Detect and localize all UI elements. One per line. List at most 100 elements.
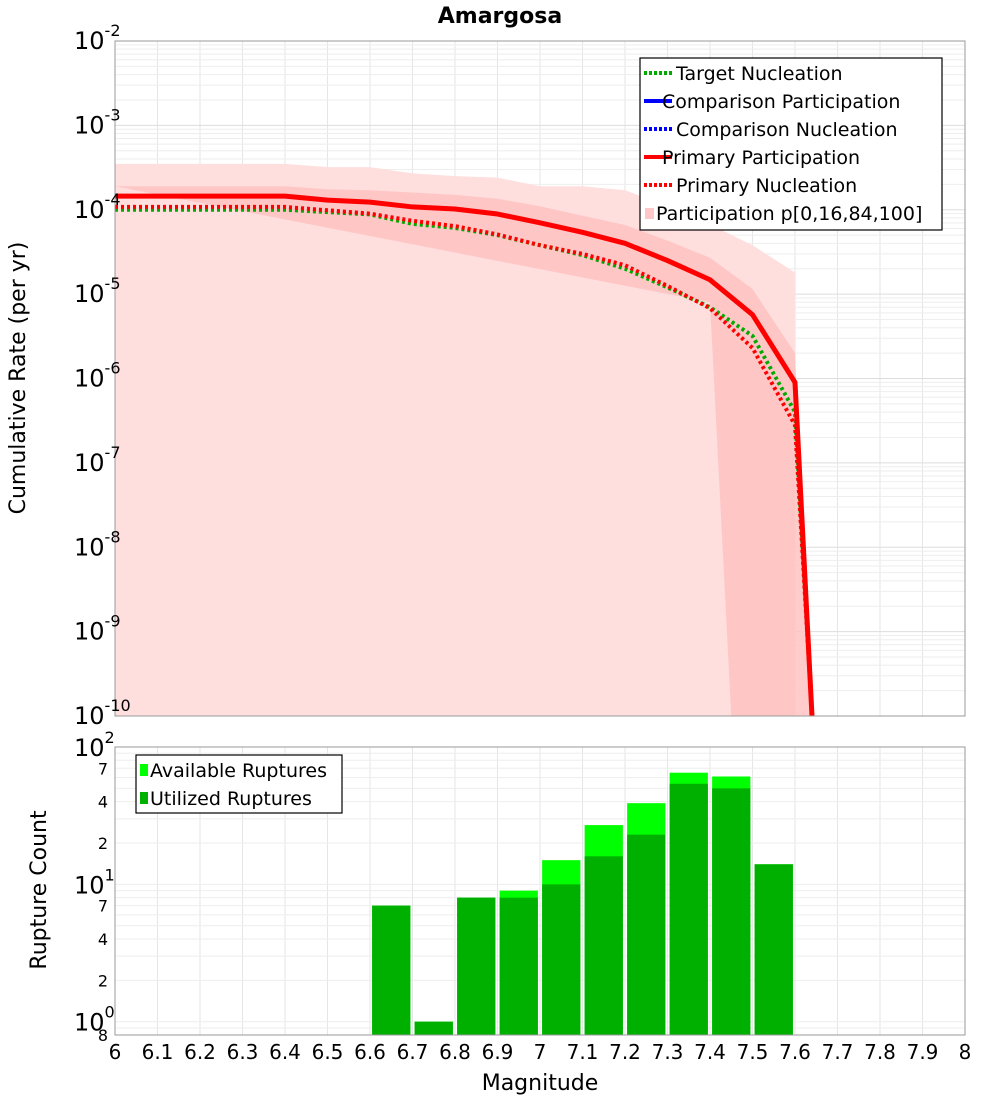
legend-label: Target Nucleation	[675, 63, 843, 85]
x-tick-label: 6.6	[354, 1040, 386, 1064]
y-tick-exponent: -2	[105, 21, 121, 40]
bar-utilized-ruptures	[712, 788, 751, 1035]
y-tick-exponent: -7	[105, 443, 121, 462]
y-tick-exponent: -3	[105, 105, 121, 124]
top-y-tick-label: 10-8	[74, 527, 121, 561]
top-legend: Target Nucleation Comparison Participatio…	[639, 57, 943, 231]
legend-label: Comparison Nucleation	[676, 119, 898, 141]
bar-utilized-ruptures	[542, 884, 581, 1035]
bottom-y-tick-label: 7	[98, 759, 108, 778]
bottom-y-tick-label: 2	[98, 834, 108, 853]
top-y-tick-label: 10-7	[74, 443, 121, 477]
top-y-ticks: 10-210-310-410-510-610-710-810-910-10	[74, 21, 131, 730]
bottom-y-tick-label: 2	[98, 971, 108, 990]
x-tick-label: 7.6	[779, 1040, 811, 1064]
top-y-axis-label: Cumulative Rate (per yr)	[6, 242, 31, 515]
x-tick-label: 7.3	[652, 1040, 684, 1064]
bottom-y-tick-label: 4	[98, 793, 108, 812]
x-tick-label: 7.5	[737, 1040, 769, 1064]
top-y-tick-label: 10-2	[74, 21, 121, 55]
bar-utilized-ruptures	[584, 856, 623, 1035]
bottom-y-axis-label: Rupture Count	[27, 810, 52, 970]
legend-label: Primary Nucleation	[676, 175, 857, 197]
x-tick-label: 6	[109, 1040, 122, 1064]
y-tick-exponent: -8	[105, 527, 121, 546]
bottom-plot-frame	[114, 746, 966, 1036]
legend-swatch	[140, 792, 148, 804]
band-p16-p84	[115, 186, 812, 716]
band-p0-p100	[115, 163, 795, 717]
y-tick-exponent: -10	[105, 696, 131, 715]
bar-utilized-ruptures	[627, 834, 666, 1035]
bottom-y-tick-label: 8	[98, 1026, 108, 1045]
y-tick-base: 10	[74, 111, 105, 139]
x-tick-label: 8	[959, 1040, 972, 1064]
top-lines	[115, 193, 815, 717]
legend-label: Primary Participation	[662, 147, 860, 169]
legend-label: Available Ruptures	[150, 760, 327, 782]
y-tick-exponent: -9	[105, 612, 121, 631]
x-axis-label: Magnitude	[482, 1071, 599, 1096]
legend-swatch	[140, 764, 148, 776]
x-tick-label: 7.2	[609, 1040, 641, 1064]
bottom-bars	[372, 772, 793, 1035]
x-tick-label: 6.7	[397, 1040, 429, 1064]
x-tick-label: 7	[534, 1040, 547, 1064]
bar-utilized-ruptures	[414, 1021, 453, 1035]
x-tick-label: 7.7	[822, 1040, 854, 1064]
top-y-tick-label: 10-10	[74, 696, 131, 730]
legend-box	[639, 57, 943, 231]
x-tick-label: 7.1	[567, 1040, 599, 1064]
top-y-tick-label: 10-5	[74, 274, 121, 308]
legend-label: Comparison Participation	[662, 91, 900, 113]
legend-label: Participation p[0,16,84,100]	[656, 203, 922, 225]
top-y-tick-label: 10-4	[74, 190, 121, 224]
x-tick-label: 6.3	[227, 1040, 259, 1064]
x-tick-label: 6.2	[184, 1040, 216, 1064]
bottom-y-tick-label: 102	[74, 728, 115, 762]
y-tick-base: 10	[74, 280, 105, 308]
y-tick-base: 10	[74, 365, 105, 393]
bottom-legend: Available Ruptures Utilized Ruptures	[135, 754, 343, 814]
y-tick-exponent: 0	[105, 1003, 115, 1022]
x-tick-label: 6.4	[269, 1040, 301, 1064]
top-bands	[115, 163, 812, 717]
bar-utilized-ruptures	[669, 783, 708, 1035]
y-tick-base: 10	[74, 533, 105, 561]
legend-label: Utilized Ruptures	[150, 788, 312, 810]
y-tick-exponent: -6	[105, 359, 121, 378]
y-tick-exponent: 2	[105, 728, 115, 747]
y-tick-base: 10	[74, 618, 105, 646]
x-ticks: 6 6.1 6.2 6.3 6.4 6.5 6.6 6.7 6.8 6.9 7 7.1 7.2 7.3 7.…	[109, 1040, 972, 1064]
bottom-y-tick-label: 7	[98, 897, 108, 916]
bar-utilized-ruptures	[457, 897, 496, 1035]
top-plot-frame	[114, 40, 966, 717]
y-tick-base: 10	[74, 702, 105, 730]
x-tick-label: 6.9	[482, 1040, 514, 1064]
series-line-primary-participation	[115, 193, 815, 717]
y-tick-base: 10	[74, 27, 105, 55]
y-tick-exponent: -4	[105, 190, 121, 209]
x-tick-label: 6.1	[142, 1040, 174, 1064]
y-tick-base: 10	[74, 734, 105, 762]
top-y-tick-label: 10-9	[74, 612, 121, 646]
bar-utilized-ruptures	[372, 905, 411, 1035]
chart-title: Amargosa	[438, 4, 562, 29]
legend-box	[135, 754, 343, 814]
bar-utilized-ruptures	[499, 897, 538, 1035]
y-tick-base: 10	[74, 871, 105, 899]
y-tick-base: 10	[74, 196, 105, 224]
bottom-y-tick-label: 4	[98, 930, 108, 949]
x-tick-label: 6.5	[312, 1040, 344, 1064]
y-tick-exponent: -5	[105, 274, 121, 293]
y-tick-base: 10	[74, 449, 105, 477]
x-tick-label: 7.4	[694, 1040, 726, 1064]
y-tick-exponent: 1	[105, 865, 115, 884]
y-tick-base: 10	[74, 1009, 105, 1037]
series-line-primary-nucleation	[115, 204, 814, 717]
x-tick-label: 7.9	[907, 1040, 939, 1064]
bottom-y-tick-label: 100	[74, 1003, 115, 1037]
